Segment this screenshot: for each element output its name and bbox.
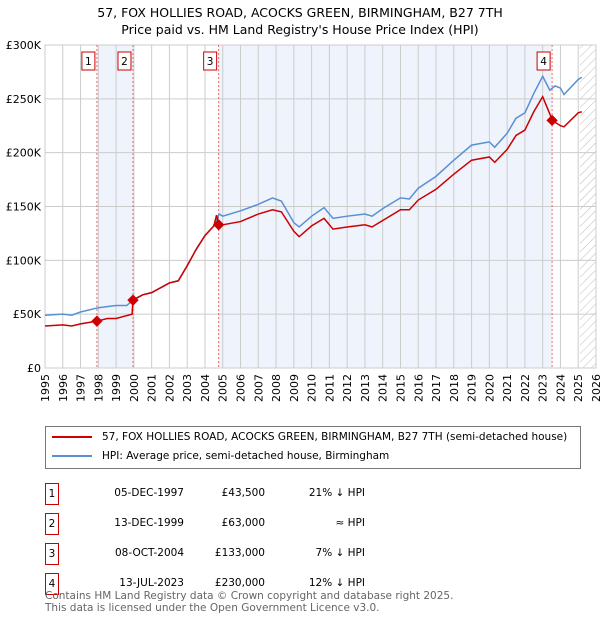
x-tick-label: 1998 <box>92 374 105 402</box>
sale-label-number: 1 <box>85 56 92 68</box>
y-tick-label: £0 <box>27 362 41 375</box>
x-tick-label: 2020 <box>483 374 496 402</box>
subtitle-line: Price paid vs. HM Land Registry's House … <box>121 22 479 37</box>
sale-label-number: 3 <box>207 56 214 68</box>
sale-date: 08-OCT-2004 <box>115 547 184 559</box>
sale-number-box: 4 <box>45 573 59 595</box>
sale-point <box>212 219 225 231</box>
x-tick-label: 2000 <box>128 374 141 402</box>
sale-price: £230,000 <box>214 577 265 589</box>
plot-frame <box>44 44 597 369</box>
x-tick-label: 2003 <box>181 374 194 402</box>
legend-label: HPI: Average price, semi-detached house,… <box>102 450 390 462</box>
sale-date: 13-JUL-2023 <box>119 577 184 589</box>
x-tick-label: 2022 <box>519 374 532 402</box>
x-tick-label: 2006 <box>235 374 248 402</box>
legend: 57, FOX HOLLIES ROAD, ACOCKS GREEN, BIRM… <box>45 426 581 469</box>
sale-number-box: 2 <box>45 513 59 535</box>
x-tick-label: 2011 <box>323 374 336 402</box>
sale-vs-hpi: 21% ↓ HPI <box>308 487 365 499</box>
sale-date: 05-DEC-1997 <box>114 487 184 499</box>
sale-price: £43,500 <box>221 487 265 499</box>
footer-line: Contains HM Land Registry data © Crown c… <box>45 590 454 602</box>
sale-label-box <box>536 51 551 71</box>
price-chart: 1995 1996 1997 1998 1999 2000 2001 2002 2003 2004… <box>6 39 600 402</box>
x-tick-label: 2002 <box>163 374 176 402</box>
x-tick-label: 2019 <box>466 374 479 402</box>
x-tick-label: 1997 <box>75 374 88 402</box>
x-tick-label: 2005 <box>217 374 230 402</box>
x-tick-label: 1996 <box>57 374 70 402</box>
sale-date: 13-DEC-1999 <box>114 517 184 529</box>
y-tick-label: £100K <box>6 254 42 267</box>
x-tick-label: 2018 <box>448 374 461 402</box>
legend-swatch-red <box>52 436 92 438</box>
y-tick-label: £250K <box>6 93 42 106</box>
x-tick-label: 2008 <box>270 374 283 402</box>
x-tick-label: 1995 <box>39 374 52 402</box>
x-tick-label: 2001 <box>146 374 159 402</box>
x-tick-label: 2007 <box>252 374 265 402</box>
sale-point <box>127 294 139 306</box>
sale-number-box: 1 <box>45 483 59 505</box>
x-tick-label: 2024 <box>554 374 567 402</box>
y-tick-label: £200K <box>6 147 42 160</box>
x-tick-label: 2012 <box>341 374 354 402</box>
sale-label-box <box>203 51 218 71</box>
x-tick-label: 2015 <box>394 374 407 402</box>
sale-vs-hpi: 7% ↓ HPI <box>315 547 365 559</box>
sale-price: £133,000 <box>214 547 265 559</box>
property-price-line <box>44 95 582 327</box>
x-tick-label: 2009 <box>288 374 301 402</box>
x-tick-label: 2023 <box>537 374 550 402</box>
sale-price: £63,000 <box>221 517 265 529</box>
x-tick-label: 2025 <box>572 374 585 402</box>
sale-label-number: 2 <box>121 56 128 68</box>
footer: Contains HM Land Registry data © Crown c… <box>45 590 453 614</box>
sale-label-box <box>117 51 132 71</box>
y-tick-label: £150K <box>6 201 42 214</box>
y-tick-label: £50K <box>13 308 42 321</box>
legend-label: 57, FOX HOLLIES ROAD, ACOCKS GREEN, BIRM… <box>102 431 568 443</box>
x-tick-label: 2017 <box>430 374 443 402</box>
x-tick-label: 2014 <box>377 374 390 402</box>
title-line: 57, FOX HOLLIES ROAD, ACOCKS GREEN, BIRM… <box>97 5 503 20</box>
sale-vs-hpi: 12% ↓ HPI <box>308 577 365 589</box>
footer-line: This data is licensed under the Open Gov… <box>45 602 380 614</box>
x-tick-label: 2016 <box>412 374 425 402</box>
sale-label-number: 4 <box>540 56 547 68</box>
x-tick-label: 2004 <box>199 374 212 402</box>
sale-vs-hpi: ≈ HPI <box>335 517 365 529</box>
chart-title: 57, FOX HOLLIES ROAD, ACOCKS GREEN, BIRM… <box>0 4 600 38</box>
legend-item-hpi: HPI: Average price, semi-detached house,… <box>52 450 389 462</box>
x-tick-label: 1999 <box>110 374 123 402</box>
x-tick-label: 2010 <box>306 374 319 402</box>
sale-label-box <box>81 51 96 71</box>
legend-item-property: 57, FOX HOLLIES ROAD, ACOCKS GREEN, BIRM… <box>52 431 567 443</box>
x-tick-label: 2013 <box>359 374 372 402</box>
legend-swatch-blue <box>52 455 92 457</box>
y-tick-label: £300K <box>6 39 42 52</box>
sale-number-box: 3 <box>45 543 59 565</box>
x-tick-label: 2026 <box>590 374 600 402</box>
x-tick-label: 2021 <box>501 374 514 402</box>
